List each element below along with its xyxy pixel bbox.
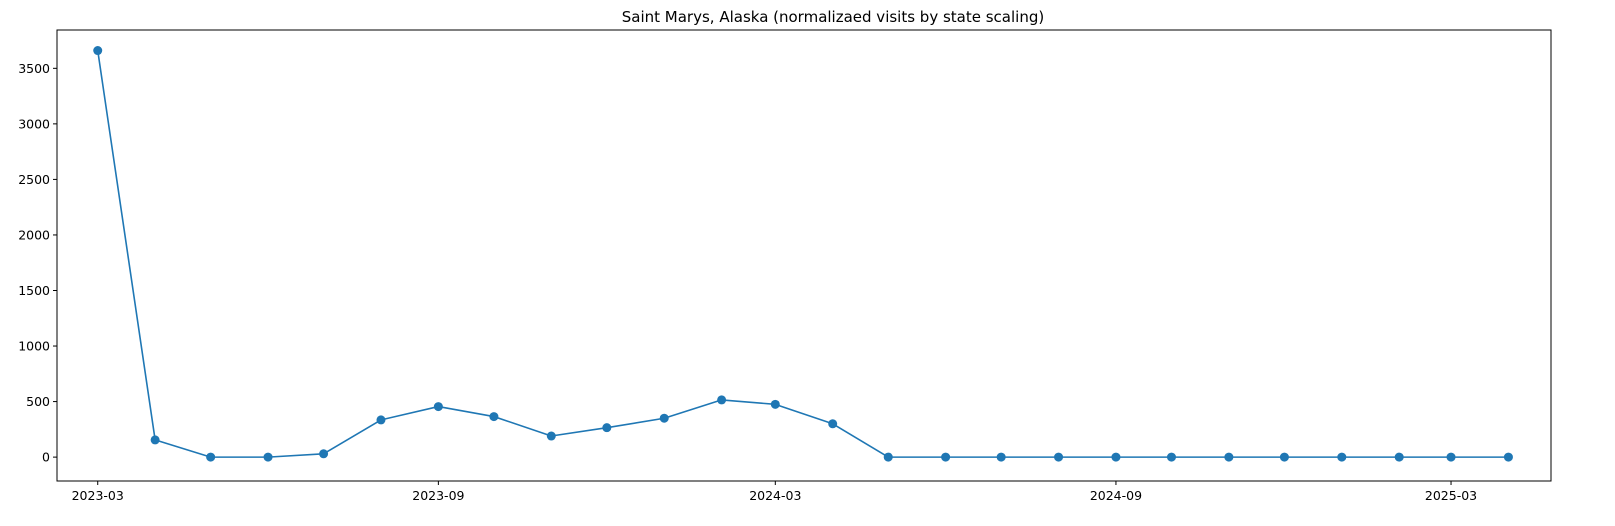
y-tick-label: 3000: [18, 116, 50, 131]
y-tick-label: 500: [26, 394, 50, 409]
x-tick-label: 2025-03: [1425, 488, 1477, 503]
x-tick-label: 2023-09: [412, 488, 464, 503]
data-point: [941, 452, 951, 462]
data-point: [433, 402, 443, 412]
data-point: [770, 399, 780, 409]
data-point: [883, 452, 893, 462]
y-tick-label: 1500: [18, 283, 50, 298]
data-point: [1503, 452, 1513, 462]
chart-title: Saint Marys, Alaska (normalizaed visits …: [622, 8, 1044, 26]
data-point: [376, 415, 386, 425]
data-point: [489, 412, 499, 422]
data-point: [717, 395, 727, 405]
data-point: [1446, 452, 1456, 462]
data-point: [93, 46, 103, 56]
data-point: [1279, 452, 1289, 462]
data-point: [263, 452, 273, 462]
data-point: [659, 413, 669, 423]
data-point: [1337, 452, 1347, 462]
data-point: [828, 419, 838, 429]
data-point: [1054, 452, 1064, 462]
data-point: [546, 431, 556, 441]
data-point: [206, 452, 216, 462]
x-tick-label: 2023-03: [72, 488, 124, 503]
data-point: [1111, 452, 1121, 462]
y-tick-label: 2000: [18, 227, 50, 242]
x-tick-label: 2024-09: [1090, 488, 1142, 503]
data-point: [150, 435, 160, 445]
data-point: [1224, 452, 1234, 462]
data-point: [996, 452, 1006, 462]
series-line: [96, 50, 1509, 458]
y-tick-label: 2500: [18, 172, 50, 187]
y-tick-label: 1000: [18, 339, 50, 354]
data-point: [1166, 452, 1176, 462]
x-tick-label: 2024-03: [749, 488, 801, 503]
plot-frame: [56, 29, 1552, 482]
data-point: [319, 449, 329, 459]
data-point: [1394, 452, 1404, 462]
y-tick-label: 0: [42, 450, 50, 465]
y-tick-label: 3500: [18, 61, 50, 76]
plot-area: 0 500 1000 1500 2000 2500 3000 3500 2023-03 2023-…: [18, 29, 1552, 503]
data-point: [602, 423, 612, 433]
